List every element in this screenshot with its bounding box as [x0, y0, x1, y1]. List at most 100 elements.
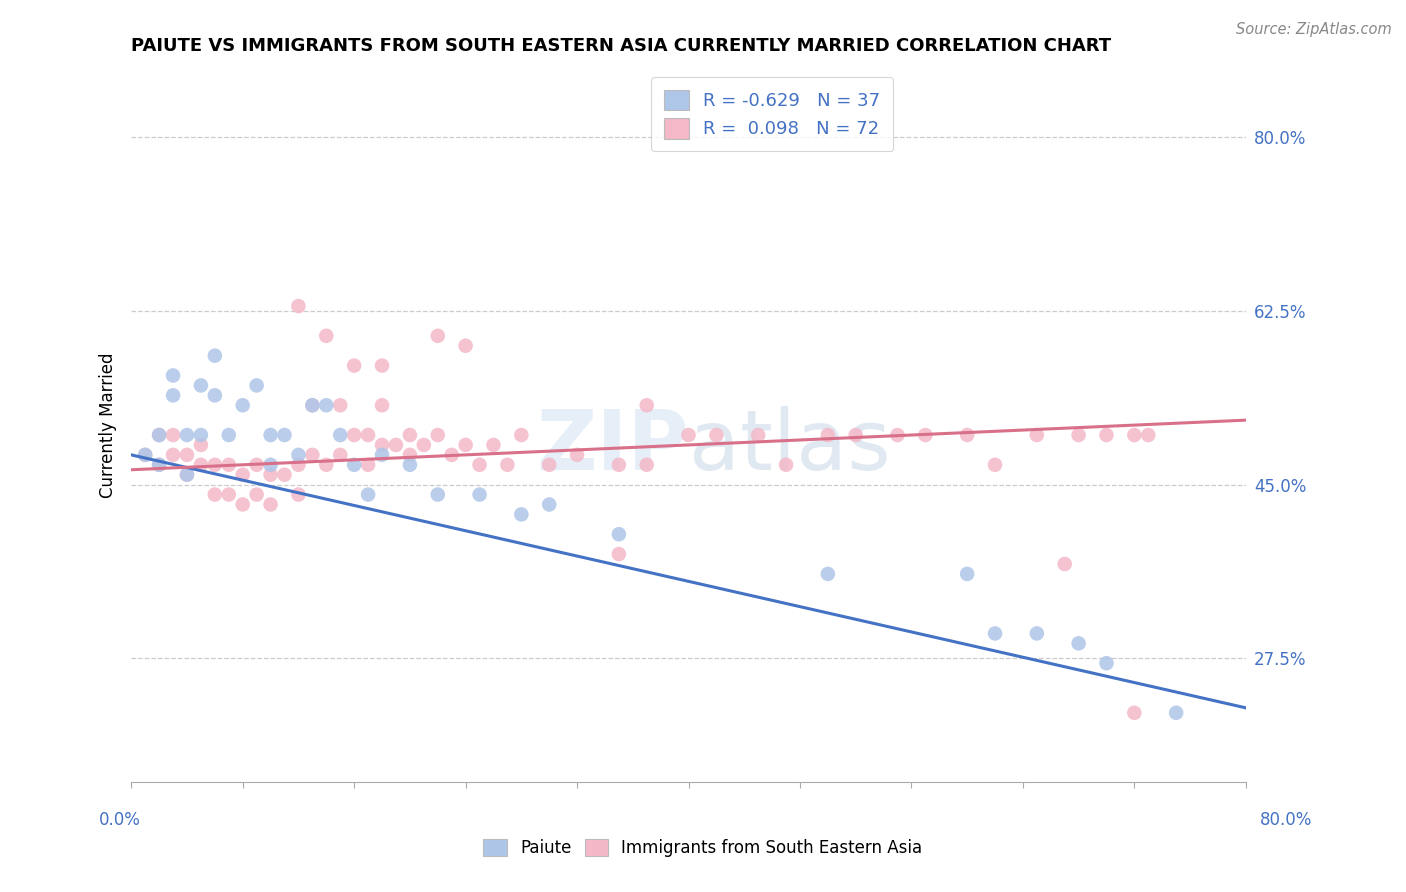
Point — [287, 487, 309, 501]
Point — [607, 458, 630, 472]
Point — [246, 458, 269, 472]
Point — [426, 328, 449, 343]
Point — [984, 458, 1007, 472]
Y-axis label: Currently Married: Currently Married — [100, 352, 117, 498]
Point — [706, 428, 728, 442]
Point — [134, 448, 156, 462]
Text: 0.0%: 0.0% — [98, 811, 141, 829]
Point — [1166, 706, 1188, 720]
Point — [246, 487, 269, 501]
Point — [148, 458, 170, 472]
Point — [315, 328, 337, 343]
Point — [1123, 428, 1146, 442]
Text: 80.0%: 80.0% — [1260, 811, 1313, 829]
Point — [1067, 428, 1090, 442]
Point — [454, 438, 477, 452]
Point — [775, 458, 797, 472]
Point — [371, 448, 394, 462]
Point — [162, 368, 184, 383]
Point — [301, 448, 323, 462]
Point — [176, 467, 198, 482]
Text: atlas: atlas — [689, 406, 890, 487]
Point — [176, 428, 198, 442]
Legend: R = -0.629   N = 37, R =  0.098   N = 72: R = -0.629 N = 37, R = 0.098 N = 72 — [651, 77, 893, 152]
Point — [454, 339, 477, 353]
Point — [956, 428, 979, 442]
Point — [607, 547, 630, 561]
Point — [510, 428, 533, 442]
Point — [412, 438, 434, 452]
Point — [357, 487, 380, 501]
Point — [218, 458, 240, 472]
Point — [259, 498, 281, 512]
Point — [301, 398, 323, 412]
Point — [607, 527, 630, 541]
Point — [538, 498, 561, 512]
Point — [259, 428, 281, 442]
Point — [259, 458, 281, 472]
Point — [496, 458, 519, 472]
Text: ZIP: ZIP — [536, 406, 689, 487]
Point — [315, 398, 337, 412]
Point — [204, 487, 226, 501]
Point — [1025, 428, 1047, 442]
Point — [468, 458, 491, 472]
Point — [371, 398, 394, 412]
Point — [162, 448, 184, 462]
Point — [329, 398, 352, 412]
Point — [538, 458, 561, 472]
Point — [426, 428, 449, 442]
Point — [510, 508, 533, 522]
Point — [176, 448, 198, 462]
Point — [204, 388, 226, 402]
Point — [482, 438, 505, 452]
Point — [148, 428, 170, 442]
Point — [1095, 656, 1118, 670]
Point — [190, 458, 212, 472]
Point — [468, 487, 491, 501]
Point — [357, 428, 380, 442]
Point — [246, 378, 269, 392]
Point — [148, 458, 170, 472]
Point — [287, 448, 309, 462]
Point — [162, 428, 184, 442]
Point — [218, 428, 240, 442]
Point — [343, 458, 366, 472]
Point — [190, 428, 212, 442]
Point — [1067, 636, 1090, 650]
Point — [287, 458, 309, 472]
Point — [636, 398, 658, 412]
Point — [440, 448, 463, 462]
Point — [204, 349, 226, 363]
Point — [399, 448, 422, 462]
Point — [817, 566, 839, 581]
Point — [343, 428, 366, 442]
Point — [232, 467, 254, 482]
Point — [371, 359, 394, 373]
Point — [565, 448, 588, 462]
Point — [204, 458, 226, 472]
Point — [956, 566, 979, 581]
Point — [148, 428, 170, 442]
Point — [371, 438, 394, 452]
Point — [747, 428, 769, 442]
Point — [914, 428, 936, 442]
Point — [232, 498, 254, 512]
Point — [301, 398, 323, 412]
Point — [218, 487, 240, 501]
Point — [984, 626, 1007, 640]
Point — [190, 438, 212, 452]
Point — [1025, 626, 1047, 640]
Point — [817, 428, 839, 442]
Point — [357, 458, 380, 472]
Point — [176, 467, 198, 482]
Point — [287, 299, 309, 313]
Text: Source: ZipAtlas.com: Source: ZipAtlas.com — [1236, 22, 1392, 37]
Point — [329, 428, 352, 442]
Point — [232, 398, 254, 412]
Point — [162, 388, 184, 402]
Point — [426, 487, 449, 501]
Point — [636, 458, 658, 472]
Text: PAIUTE VS IMMIGRANTS FROM SOUTH EASTERN ASIA CURRENTLY MARRIED CORRELATION CHART: PAIUTE VS IMMIGRANTS FROM SOUTH EASTERN … — [131, 37, 1111, 55]
Point — [329, 448, 352, 462]
